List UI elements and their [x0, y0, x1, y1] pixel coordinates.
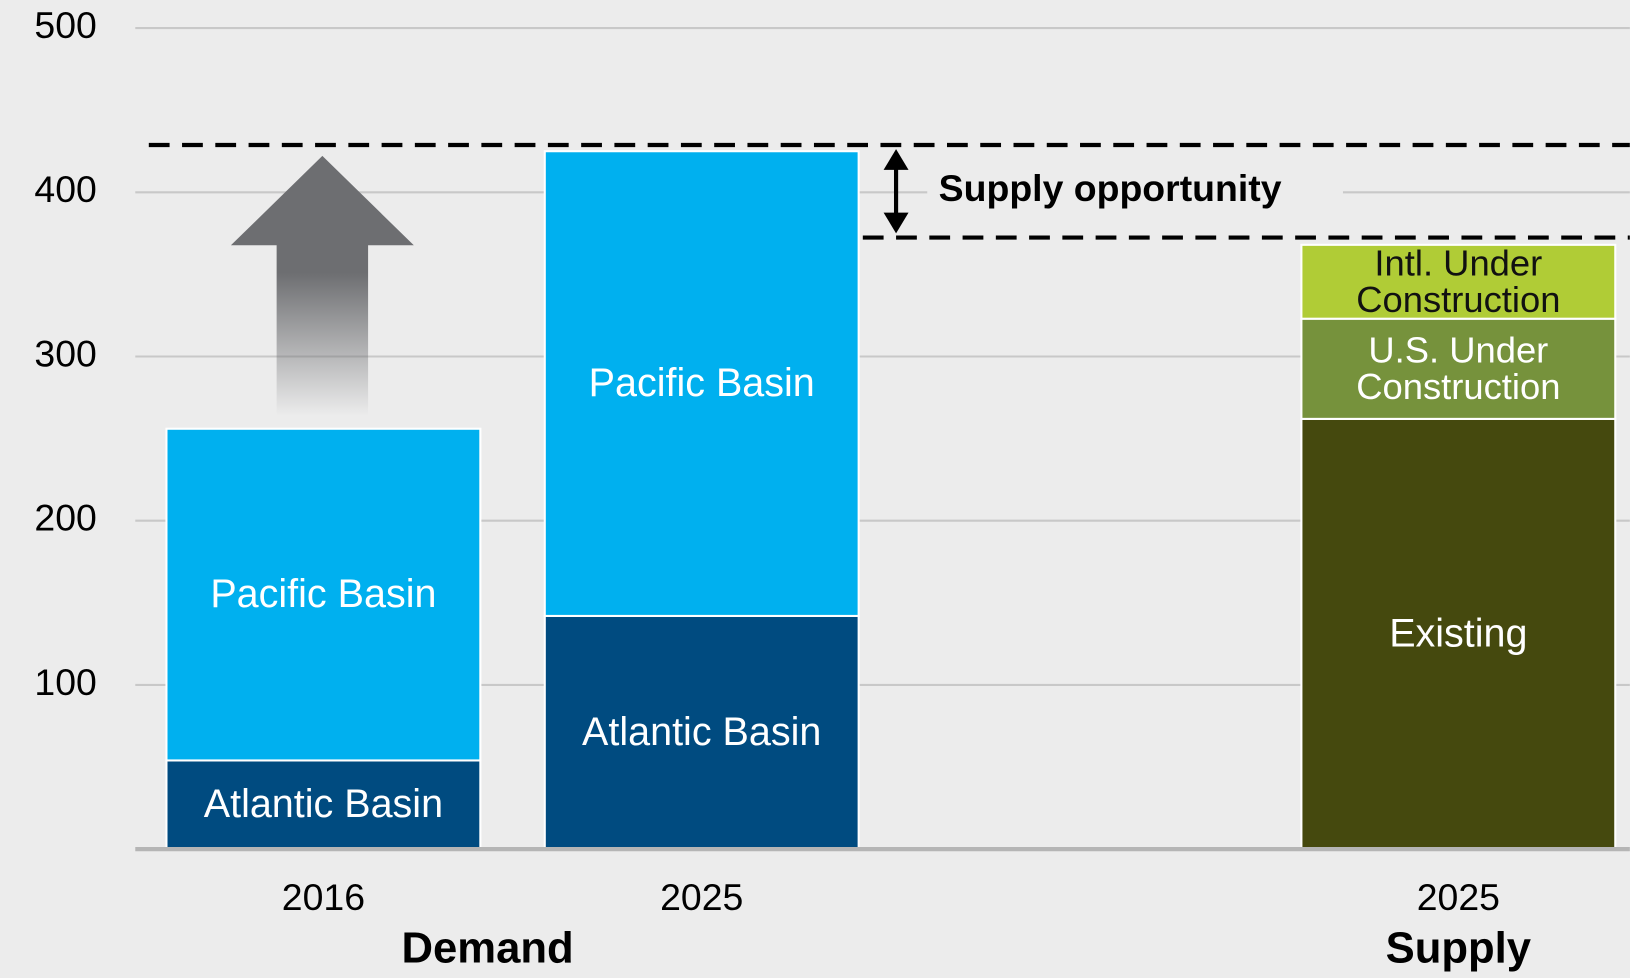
y-tick-label: 300 [34, 332, 96, 374]
bar-segment [1300, 317, 1617, 420]
y-tick-label: 100 [34, 661, 96, 703]
bar-segment [543, 150, 860, 617]
segment-label-box: Existing [1389, 612, 1528, 656]
segment-label: Atlantic Basin [582, 710, 822, 755]
segment-label: Pacific Basin [588, 361, 815, 406]
y-tick-label: 500 [34, 4, 96, 46]
bar-segment [165, 427, 482, 762]
y-tick-label: 200 [34, 497, 96, 539]
segment-label-box: Pacific Basin [588, 361, 815, 406]
arrow-head [883, 212, 909, 234]
bar-segment [165, 759, 482, 851]
x-tick-label: 2016 [282, 876, 365, 918]
bar-segment [543, 614, 860, 851]
segment-label-box: Atlantic Basin [582, 710, 822, 755]
segment-label-box: U.S. Under Construction [1356, 330, 1561, 408]
x-tick-label: 2025 [660, 876, 743, 918]
bars: 2016 Atlantic Basin Pacific Basin 2025 Atlan… [135, 150, 1630, 918]
segment-label-box: Intl. Under Construction [1356, 244, 1561, 319]
bar-segment [1300, 243, 1617, 320]
segment-label-box: Pacific Basin [210, 572, 437, 617]
x-tick-label: 2025 [1417, 876, 1500, 918]
y-tick-label: 400 [34, 168, 96, 210]
group-label: Demand [402, 924, 574, 973]
bar-segment [1300, 417, 1617, 851]
label-background [927, 166, 1343, 223]
annotation: Demand Supply Supply opportunity [148, 142, 1630, 973]
segment-label: Existing [1389, 612, 1528, 656]
annotation-label: Supply opportunity [939, 167, 1282, 209]
group-label: Supply [1386, 924, 1532, 973]
segment-label: Pacific Basin [210, 572, 437, 617]
segment-label: Intl. Under Construction [1356, 244, 1561, 319]
segment-label-box: Atlantic Basin [203, 782, 444, 827]
segment-label: U.S. Under Construction [1356, 330, 1561, 408]
segment-label: Atlantic Basin [203, 782, 444, 827]
growth-arrow [230, 155, 414, 416]
arrow-head [883, 149, 909, 170]
